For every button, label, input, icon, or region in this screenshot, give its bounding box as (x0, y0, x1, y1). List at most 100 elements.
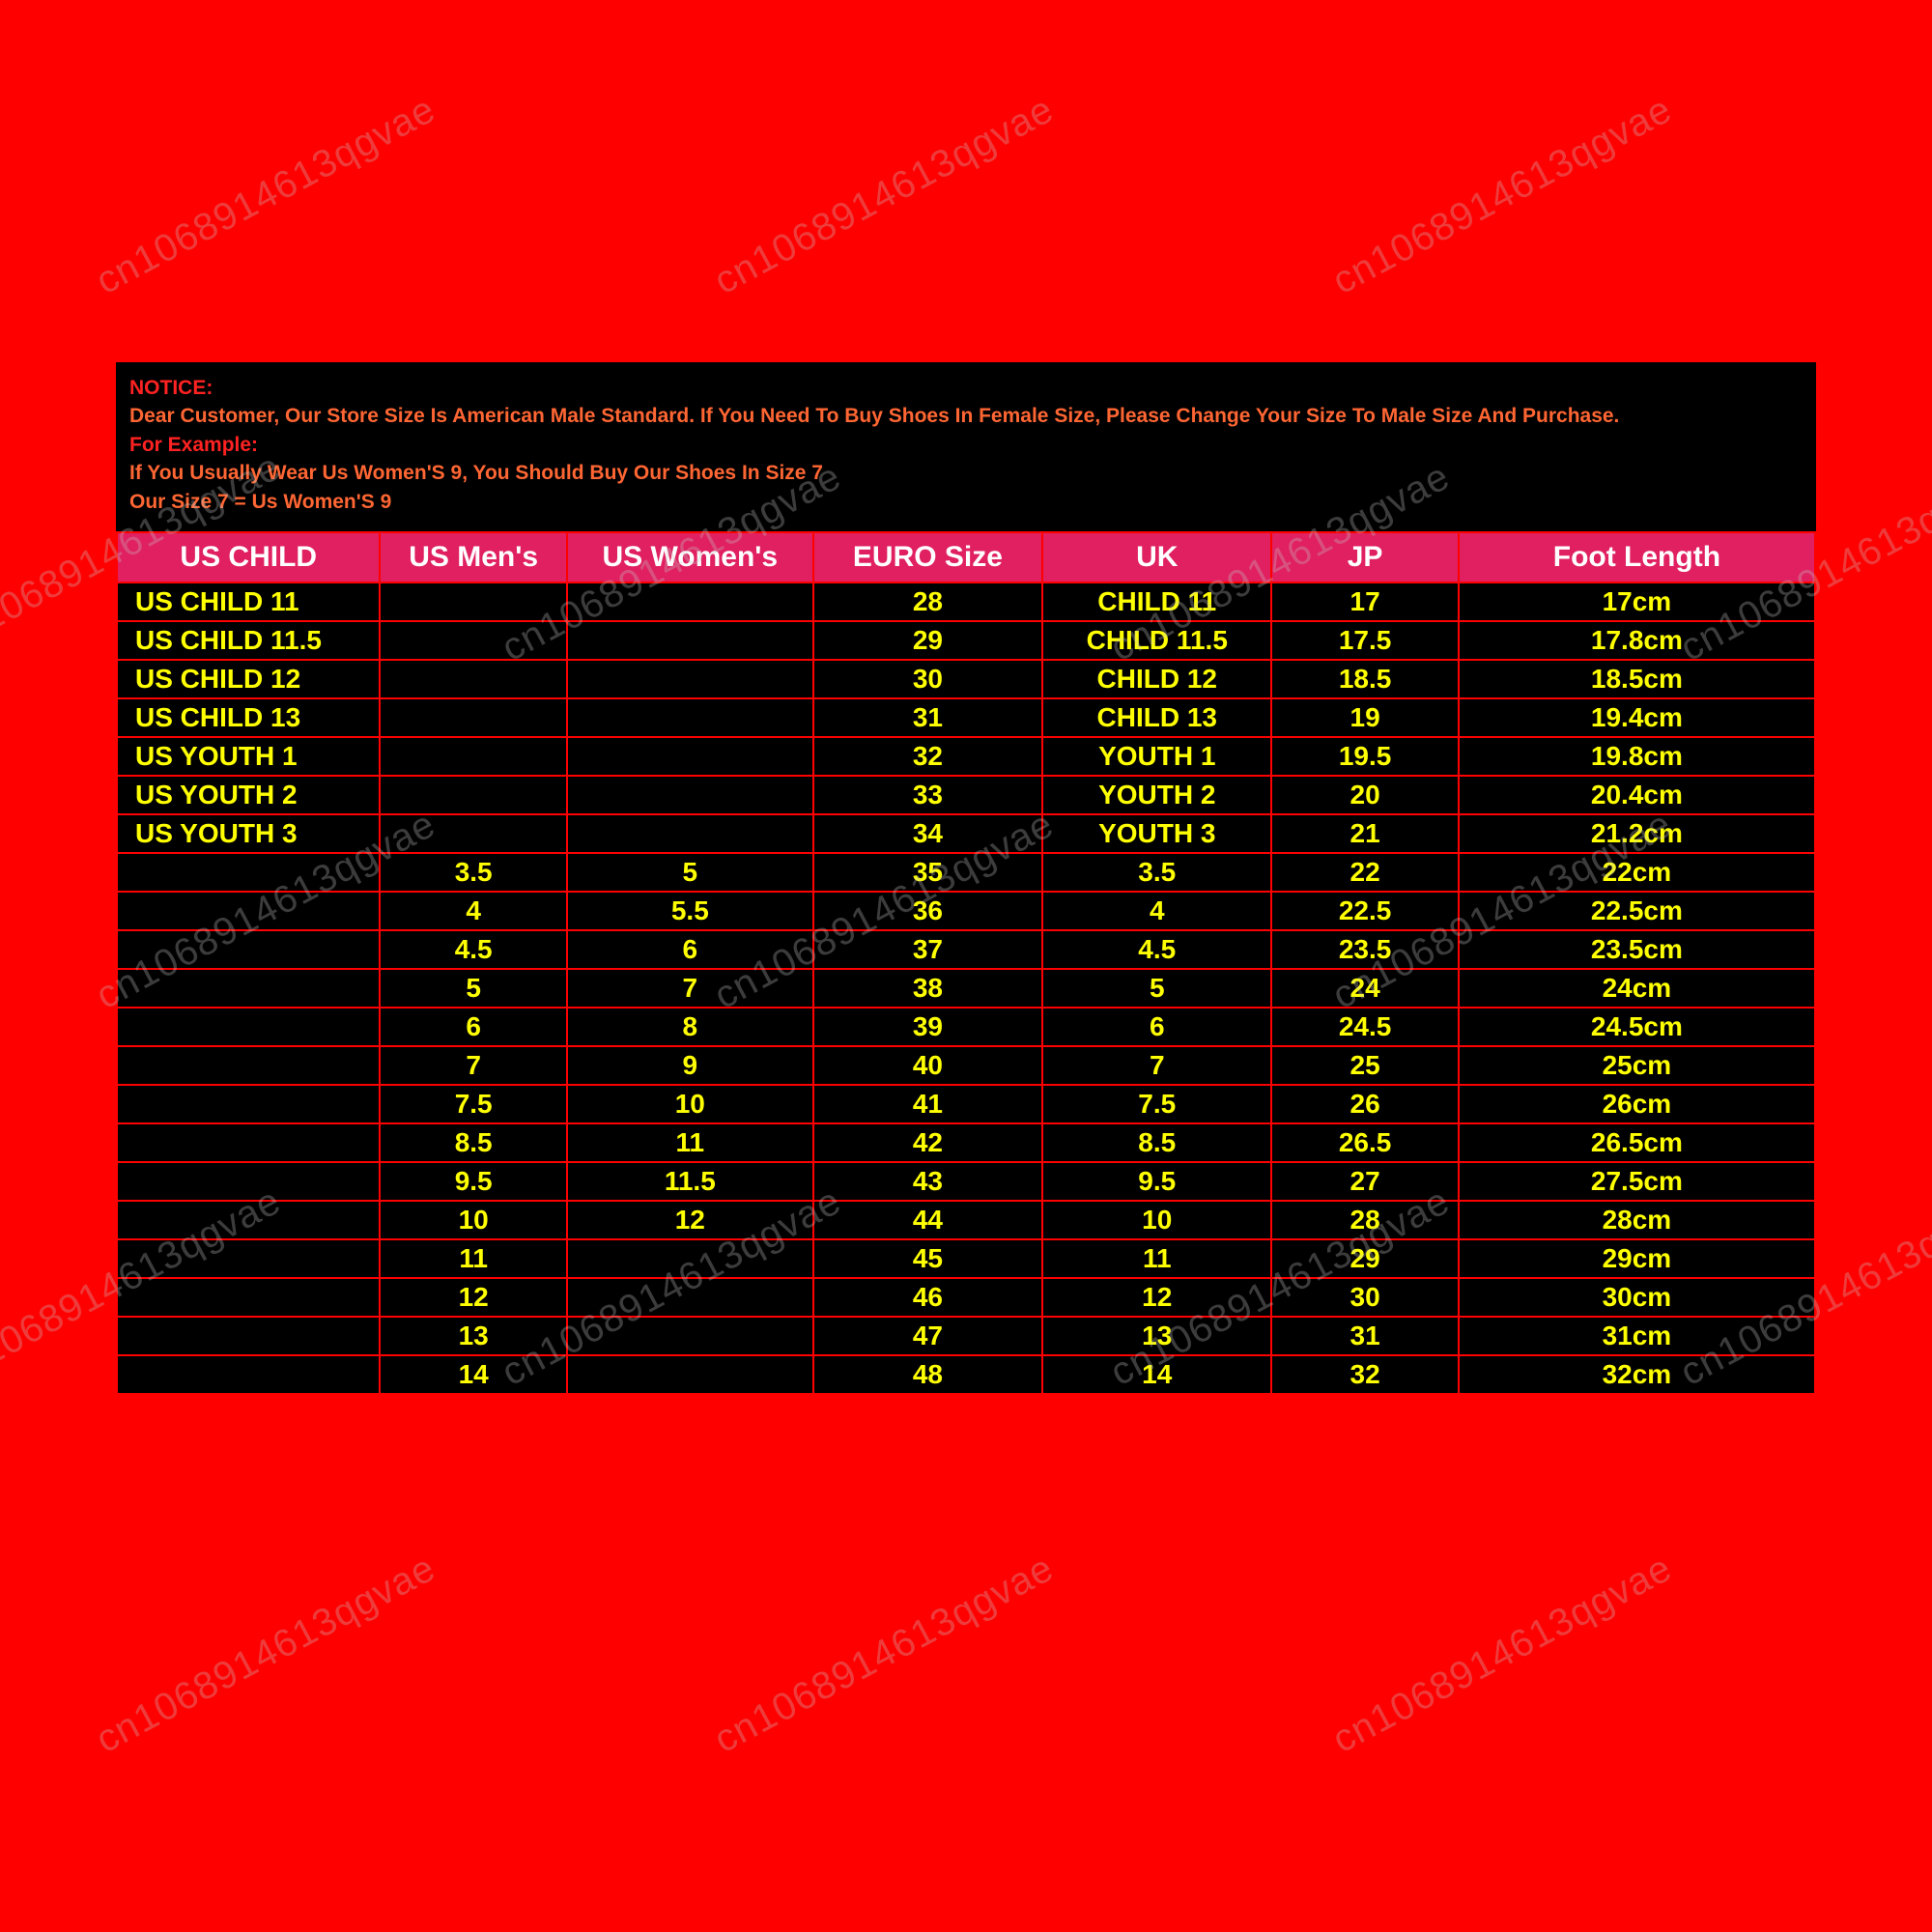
table-cell: 29 (813, 621, 1042, 660)
table-cell: 5.5 (567, 892, 813, 930)
table-cell: 22 (1271, 853, 1458, 892)
table-cell: CHILD 11.5 (1042, 621, 1271, 660)
table-cell: 10 (380, 1201, 566, 1239)
table-cell: 30 (813, 660, 1042, 698)
table-row: US CHILD 1128CHILD 111717cm (117, 582, 1815, 621)
table-cell: 18.5cm (1459, 660, 1815, 698)
table-cell (380, 660, 566, 698)
watermark-text: cn1068914613qgvae (1325, 1547, 1679, 1762)
table-row: 4.56374.523.523.5cm (117, 930, 1815, 969)
table-cell: 17 (1271, 582, 1458, 621)
size-chart-panel: NOTICE: Dear Customer, Our Store Size Is… (116, 362, 1816, 1395)
table-cell: 7 (567, 969, 813, 1008)
table-cell: 40 (813, 1046, 1042, 1085)
table-cell (117, 1123, 380, 1162)
table-cell: 22cm (1459, 853, 1815, 892)
table-cell: 5 (567, 853, 813, 892)
table-cell: 7 (380, 1046, 566, 1085)
table-cell (117, 853, 380, 892)
table-cell: 21.2cm (1459, 814, 1815, 853)
table-cell (117, 1317, 380, 1355)
notice-line: Our Size 7 = Us Women'S 9 (129, 488, 1803, 516)
notice-line: Dear Customer, Our Store Size Is America… (129, 402, 1803, 430)
table-cell (567, 621, 813, 660)
table-cell: US CHILD 11.5 (117, 621, 380, 660)
table-cell: 9.5 (1042, 1162, 1271, 1201)
table-cell (567, 776, 813, 814)
table-header-row: US CHILDUS Men'sUS Women'sEURO SizeUKJPF… (117, 532, 1815, 582)
table-cell (117, 1085, 380, 1123)
watermark-text: cn1068914613qgvae (707, 88, 1061, 303)
table-cell: 21 (1271, 814, 1458, 853)
table-cell: 35 (813, 853, 1042, 892)
table-cell (117, 969, 380, 1008)
table-row: 794072525cm (117, 1046, 1815, 1085)
table-cell: 12 (380, 1278, 566, 1317)
watermark-text: cn1068914613qgvae (707, 1547, 1061, 1762)
watermark-text: cn1068914613qgvae (89, 1547, 442, 1762)
table-cell: 45 (813, 1239, 1042, 1278)
table-row: 7.510417.52626cm (117, 1085, 1815, 1123)
table-cell (117, 1008, 380, 1046)
table-cell: 27.5cm (1459, 1162, 1815, 1201)
table-cell: YOUTH 3 (1042, 814, 1271, 853)
table-row: US YOUTH 233YOUTH 22020.4cm (117, 776, 1815, 814)
table-cell: 29 (1271, 1239, 1458, 1278)
table-row: US CHILD 11.5 29CHILD 11.517.517.8cm (117, 621, 1815, 660)
table-cell: 14 (1042, 1355, 1271, 1394)
table-cell (380, 621, 566, 660)
table-cell: 24cm (1459, 969, 1815, 1008)
notice-block: NOTICE: Dear Customer, Our Store Size Is… (116, 362, 1816, 531)
table-cell: 38 (813, 969, 1042, 1008)
table-cell: 17.8cm (1459, 621, 1815, 660)
table-cell: 42 (813, 1123, 1042, 1162)
table-cell: 10 (567, 1085, 813, 1123)
table-row: US CHILD 1331CHILD 131919.4cm (117, 698, 1815, 737)
table-cell: 30cm (1459, 1278, 1815, 1317)
table-cell: 24 (1271, 969, 1458, 1008)
column-header: EURO Size (813, 532, 1042, 582)
table-cell: 34 (813, 814, 1042, 853)
table-cell (567, 1239, 813, 1278)
table-cell: 6 (567, 930, 813, 969)
table-cell: 11 (567, 1123, 813, 1162)
table-cell: 25 (1271, 1046, 1458, 1085)
table-row: 8.511428.526.526.5cm (117, 1123, 1815, 1162)
table-cell: 19 (1271, 698, 1458, 737)
table-cell: 4.5 (380, 930, 566, 969)
table-row: 573852424cm (117, 969, 1815, 1008)
table-cell: 9.5 (380, 1162, 566, 1201)
table-row: 9.511.5439.52727.5cm (117, 1162, 1815, 1201)
table-cell: 12 (567, 1201, 813, 1239)
table-cell: YOUTH 2 (1042, 776, 1271, 814)
table-cell: US YOUTH 2 (117, 776, 380, 814)
table-row: US YOUTH 132YOUTH 119.519.8cm (117, 737, 1815, 776)
table-cell: 25cm (1459, 1046, 1815, 1085)
table-cell (117, 1162, 380, 1201)
watermark-text: cn1068914613qgvae (89, 88, 442, 303)
table-cell: 23.5 (1271, 930, 1458, 969)
table-cell: US YOUTH 1 (117, 737, 380, 776)
table-cell: 32 (813, 737, 1042, 776)
notice-title: NOTICE: (129, 374, 1803, 402)
table-cell: 19.4cm (1459, 698, 1815, 737)
table-cell: 39 (813, 1008, 1042, 1046)
table-cell (117, 930, 380, 969)
table-row: 1145112929cm (117, 1239, 1815, 1278)
table-cell: 31 (1271, 1317, 1458, 1355)
table-cell: 20 (1271, 776, 1458, 814)
table-cell (380, 737, 566, 776)
table-cell: 26.5 (1271, 1123, 1458, 1162)
table-cell: 23.5cm (1459, 930, 1815, 969)
table-cell: 17.5 (1271, 621, 1458, 660)
column-header: UK (1042, 532, 1271, 582)
table-row: 3.55353.52222cm (117, 853, 1815, 892)
column-header: US CHILD (117, 532, 380, 582)
table-cell: 8.5 (380, 1123, 566, 1162)
table-cell: 6 (380, 1008, 566, 1046)
table-cell: 5 (1042, 969, 1271, 1008)
table-cell: 48 (813, 1355, 1042, 1394)
table-cell (117, 1278, 380, 1317)
table-cell (567, 1355, 813, 1394)
table-cell: 4 (380, 892, 566, 930)
